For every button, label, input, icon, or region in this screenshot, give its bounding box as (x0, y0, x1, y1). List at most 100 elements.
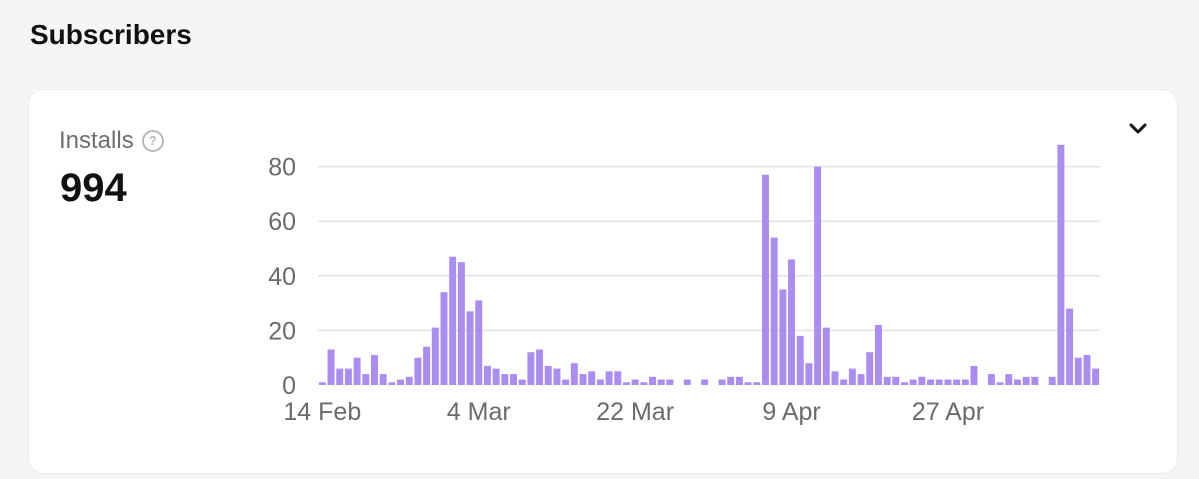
bar[interactable] (518, 379, 526, 385)
bar[interactable] (779, 289, 787, 385)
bar[interactable] (944, 379, 952, 385)
bar[interactable] (753, 382, 761, 385)
x-tick-label: 4 Mar (447, 398, 511, 426)
bar[interactable] (892, 376, 900, 385)
bar[interactable] (562, 379, 570, 385)
bar[interactable] (1066, 308, 1074, 385)
bar[interactable] (805, 363, 813, 385)
bar[interactable] (796, 335, 804, 385)
bar[interactable] (909, 379, 917, 385)
bar[interactable] (440, 292, 448, 385)
bar[interactable] (1048, 376, 1056, 385)
bar[interactable] (544, 365, 552, 385)
bar[interactable] (961, 379, 969, 385)
bar[interactable] (510, 374, 517, 385)
bar[interactable] (379, 374, 387, 385)
bar[interactable] (770, 237, 778, 385)
bar[interactable] (744, 382, 752, 385)
bar[interactable] (901, 382, 908, 385)
bar[interactable] (762, 174, 769, 385)
bar[interactable] (431, 327, 439, 385)
bar[interactable] (727, 376, 735, 385)
bar[interactable] (466, 311, 474, 385)
x-tick-label: 27 Apr (912, 398, 984, 426)
bar[interactable] (1074, 357, 1082, 385)
bar[interactable] (918, 376, 926, 385)
y-tick-label: 0 (282, 372, 296, 400)
bar[interactable] (927, 379, 935, 385)
bar[interactable] (336, 368, 344, 385)
bar[interactable] (953, 379, 961, 385)
bar[interactable] (666, 379, 674, 385)
bar[interactable] (1083, 354, 1091, 385)
bar[interactable] (570, 363, 578, 385)
bar[interactable] (735, 376, 743, 385)
bar[interactable] (614, 371, 622, 385)
bar[interactable] (814, 166, 822, 385)
chevron-down-icon[interactable] (1125, 118, 1151, 140)
bar[interactable] (397, 379, 405, 385)
y-tick-label: 80 (268, 154, 296, 182)
installs-card (29, 90, 1177, 473)
bar[interactable] (831, 371, 839, 385)
bar[interactable] (683, 379, 691, 385)
bar[interactable] (935, 379, 943, 385)
metric-label: Installs ? (59, 127, 164, 155)
bar[interactable] (657, 379, 665, 385)
bar[interactable] (457, 262, 465, 385)
x-tick-label: 9 Apr (762, 398, 820, 426)
bar[interactable] (579, 374, 587, 385)
bar[interactable] (353, 357, 361, 385)
bar[interactable] (536, 349, 544, 385)
bar[interactable] (1092, 368, 1100, 385)
bar[interactable] (501, 374, 509, 385)
x-tick-label: 22 Mar (596, 398, 674, 426)
bar[interactable] (414, 357, 422, 385)
section-title: Subscribers (30, 19, 192, 50)
bar[interactable] (1013, 379, 1021, 385)
question-circle-icon[interactable]: ? (141, 130, 164, 152)
bar[interactable] (449, 256, 457, 385)
bar[interactable] (822, 327, 830, 385)
bar[interactable] (996, 382, 1004, 385)
bar[interactable] (327, 349, 335, 385)
bar[interactable] (318, 382, 326, 385)
bar[interactable] (874, 324, 882, 385)
bar[interactable] (527, 352, 535, 385)
bar[interactable] (605, 371, 613, 385)
bar[interactable] (987, 374, 995, 385)
bar[interactable] (405, 376, 413, 385)
bar[interactable] (857, 374, 865, 385)
y-tick-label: 20 (268, 317, 296, 345)
bar[interactable] (588, 371, 596, 385)
bar[interactable] (344, 368, 352, 385)
bar[interactable] (788, 259, 796, 385)
installs-label: Installs (59, 127, 134, 154)
bar[interactable] (371, 354, 378, 385)
bar[interactable] (1057, 144, 1065, 385)
bar[interactable] (718, 379, 726, 385)
bar[interactable] (701, 379, 709, 385)
bar[interactable] (423, 346, 431, 385)
bar[interactable] (848, 368, 856, 385)
bar[interactable] (622, 382, 630, 385)
bar[interactable] (492, 368, 500, 385)
bar[interactable] (483, 365, 491, 385)
bar[interactable] (631, 379, 639, 385)
bar[interactable] (1005, 374, 1013, 385)
bar[interactable] (362, 374, 370, 385)
bar[interactable] (596, 379, 604, 385)
bar[interactable] (1031, 376, 1039, 385)
bar[interactable] (1022, 376, 1030, 385)
bar[interactable] (475, 300, 483, 385)
bar[interactable] (970, 365, 978, 385)
bar[interactable] (866, 352, 874, 385)
x-tick-label: 14 Feb (283, 398, 361, 426)
bar[interactable] (553, 368, 561, 385)
bar[interactable] (840, 379, 848, 385)
bar[interactable] (883, 376, 891, 385)
bar[interactable] (640, 382, 648, 385)
bar[interactable] (388, 382, 396, 385)
bar[interactable] (649, 376, 656, 385)
